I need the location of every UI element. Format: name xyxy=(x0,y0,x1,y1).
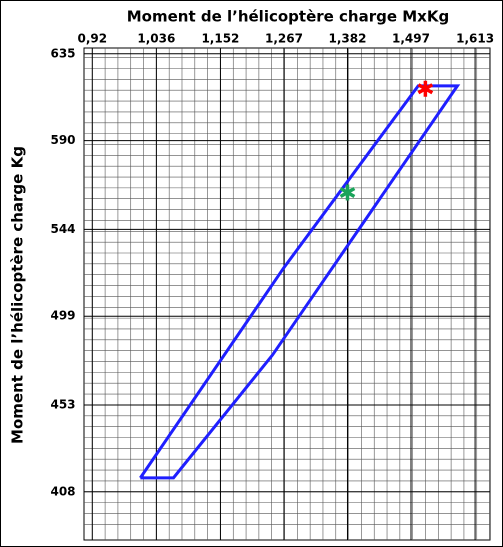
star-marker xyxy=(339,184,356,201)
star-marker xyxy=(417,80,434,97)
x-tick-label: 1,497 xyxy=(392,32,430,46)
y-axis-title: Moment de l’hélicoptère charge Kg xyxy=(9,146,27,444)
plot-area xyxy=(83,47,491,541)
envelope-line xyxy=(139,84,461,480)
chart-title: Moment de l’hélicoptère charge MxKg xyxy=(127,8,449,26)
y-tick-label: 453 xyxy=(50,397,75,411)
y-tick-label: 544 xyxy=(50,222,75,236)
x-tick-label: 1,036 xyxy=(137,32,175,46)
x-tick-label: 1,152 xyxy=(201,32,239,46)
x-tick-label: 1,613 xyxy=(456,32,494,46)
x-tick-label: 0,92 xyxy=(77,32,107,46)
y-tick-label: 499 xyxy=(50,309,75,323)
x-tick-label: 1,382 xyxy=(329,32,367,46)
x-tick-label: 1,267 xyxy=(265,32,303,46)
y-tick-label: 408 xyxy=(50,484,75,498)
y-tick-label: 590 xyxy=(50,133,75,147)
y-tick-label: 635 xyxy=(50,46,75,60)
